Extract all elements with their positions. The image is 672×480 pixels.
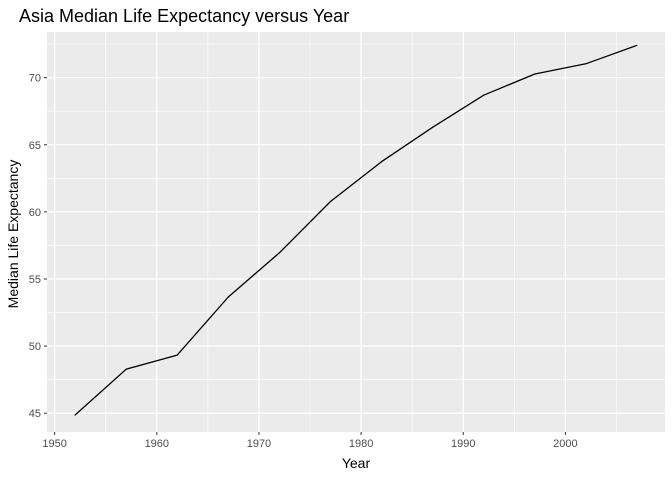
x-tick-label: 1980 <box>349 438 373 450</box>
y-axis-title: Median Life Expectancy <box>5 160 21 309</box>
chart-title: Asia Median Life Expectancy versus Year <box>19 6 349 26</box>
data-point <box>227 296 229 298</box>
data-point <box>125 368 127 370</box>
x-axis-title: Year <box>342 455 371 471</box>
y-tick-label: 60 <box>29 207 41 219</box>
data-point <box>636 44 638 47</box>
y-tick-label: 45 <box>29 408 41 420</box>
axis-ticks: 1950 1960 1970 1980 1990 2000 45 50 55 60 65 70 <box>29 73 578 450</box>
data-point <box>534 73 536 75</box>
y-tick-label: 50 <box>29 341 41 353</box>
x-tick-label: 1970 <box>247 438 271 450</box>
x-tick-label: 1990 <box>451 438 475 450</box>
y-tick-label: 70 <box>29 73 41 85</box>
data-point <box>432 126 434 128</box>
data-point <box>278 252 280 254</box>
x-tick-label: 2000 <box>553 438 577 450</box>
series-line <box>74 44 638 416</box>
major-gridlines <box>47 32 665 432</box>
x-tick-label: 1960 <box>145 438 169 450</box>
data-point <box>585 63 587 65</box>
data-point <box>329 200 332 203</box>
series-layer <box>74 44 638 416</box>
data-point <box>74 414 76 416</box>
data-point <box>483 94 485 96</box>
data-point <box>380 161 383 163</box>
x-tick-label: 1950 <box>42 438 66 450</box>
data-point <box>176 354 178 356</box>
y-tick-label: 65 <box>29 140 41 152</box>
plot-panel <box>47 32 665 432</box>
y-tick-label: 55 <box>29 274 41 286</box>
minor-gridlines <box>47 32 665 432</box>
